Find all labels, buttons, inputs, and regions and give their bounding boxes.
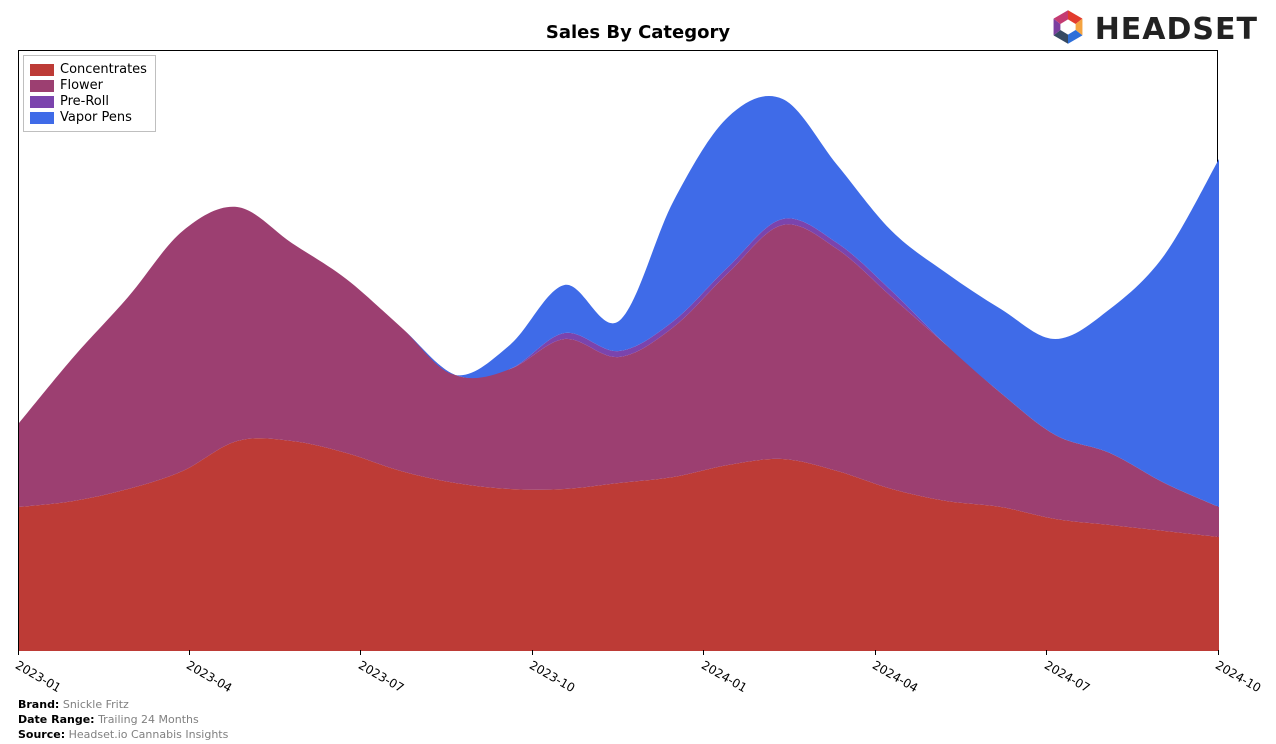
legend-label: Concentrates (60, 62, 147, 77)
x-tick-mark (189, 650, 190, 655)
stacked-area-svg (19, 51, 1219, 651)
x-tick-mark (1046, 650, 1047, 655)
meta-range-label: Date Range: (18, 713, 95, 726)
meta-brand-value: Snickle Fritz (63, 698, 129, 711)
meta-brand-label: Brand: (18, 698, 59, 711)
legend-label: Pre-Roll (60, 94, 109, 109)
x-tick-mark (532, 650, 533, 655)
x-tick-label: 2024-10 (1213, 658, 1263, 695)
x-tick-mark (1218, 650, 1219, 655)
x-tick-label: 2024-04 (870, 658, 920, 695)
x-tick-label: 2023-04 (184, 658, 234, 695)
meta-source-value: Headset.io Cannabis Insights (69, 728, 229, 741)
brand-logo-text: HEADSET (1095, 12, 1258, 47)
legend: ConcentratesFlowerPre-RollVapor Pens (23, 55, 156, 132)
x-tick-label: 2023-10 (527, 658, 577, 695)
meta-range-value: Trailing 24 Months (98, 713, 199, 726)
x-tick-mark (18, 650, 19, 655)
x-tick-label: 2024-07 (1042, 658, 1092, 695)
legend-swatch (30, 80, 54, 92)
legend-item: Vapor Pens (30, 110, 147, 125)
legend-item: Concentrates (30, 62, 147, 77)
headset-logo-icon (1049, 8, 1087, 50)
chart-meta: Brand: Snickle Fritz Date Range: Trailin… (18, 698, 228, 743)
legend-item: Flower (30, 78, 147, 93)
x-tick-mark (875, 650, 876, 655)
x-tick-label: 2023-01 (13, 658, 63, 695)
x-tick-label: 2024-01 (699, 658, 749, 695)
legend-item: Pre-Roll (30, 94, 147, 109)
x-tick-label: 2023-07 (356, 658, 406, 695)
chart-plot-area: ConcentratesFlowerPre-RollVapor Pens (18, 50, 1218, 650)
meta-source-label: Source: (18, 728, 65, 741)
legend-label: Vapor Pens (60, 110, 132, 125)
x-tick-mark (360, 650, 361, 655)
legend-label: Flower (60, 78, 103, 93)
legend-swatch (30, 112, 54, 124)
legend-swatch (30, 64, 54, 76)
legend-swatch (30, 96, 54, 108)
x-tick-mark (703, 650, 704, 655)
brand-logo: HEADSET (1049, 8, 1258, 50)
